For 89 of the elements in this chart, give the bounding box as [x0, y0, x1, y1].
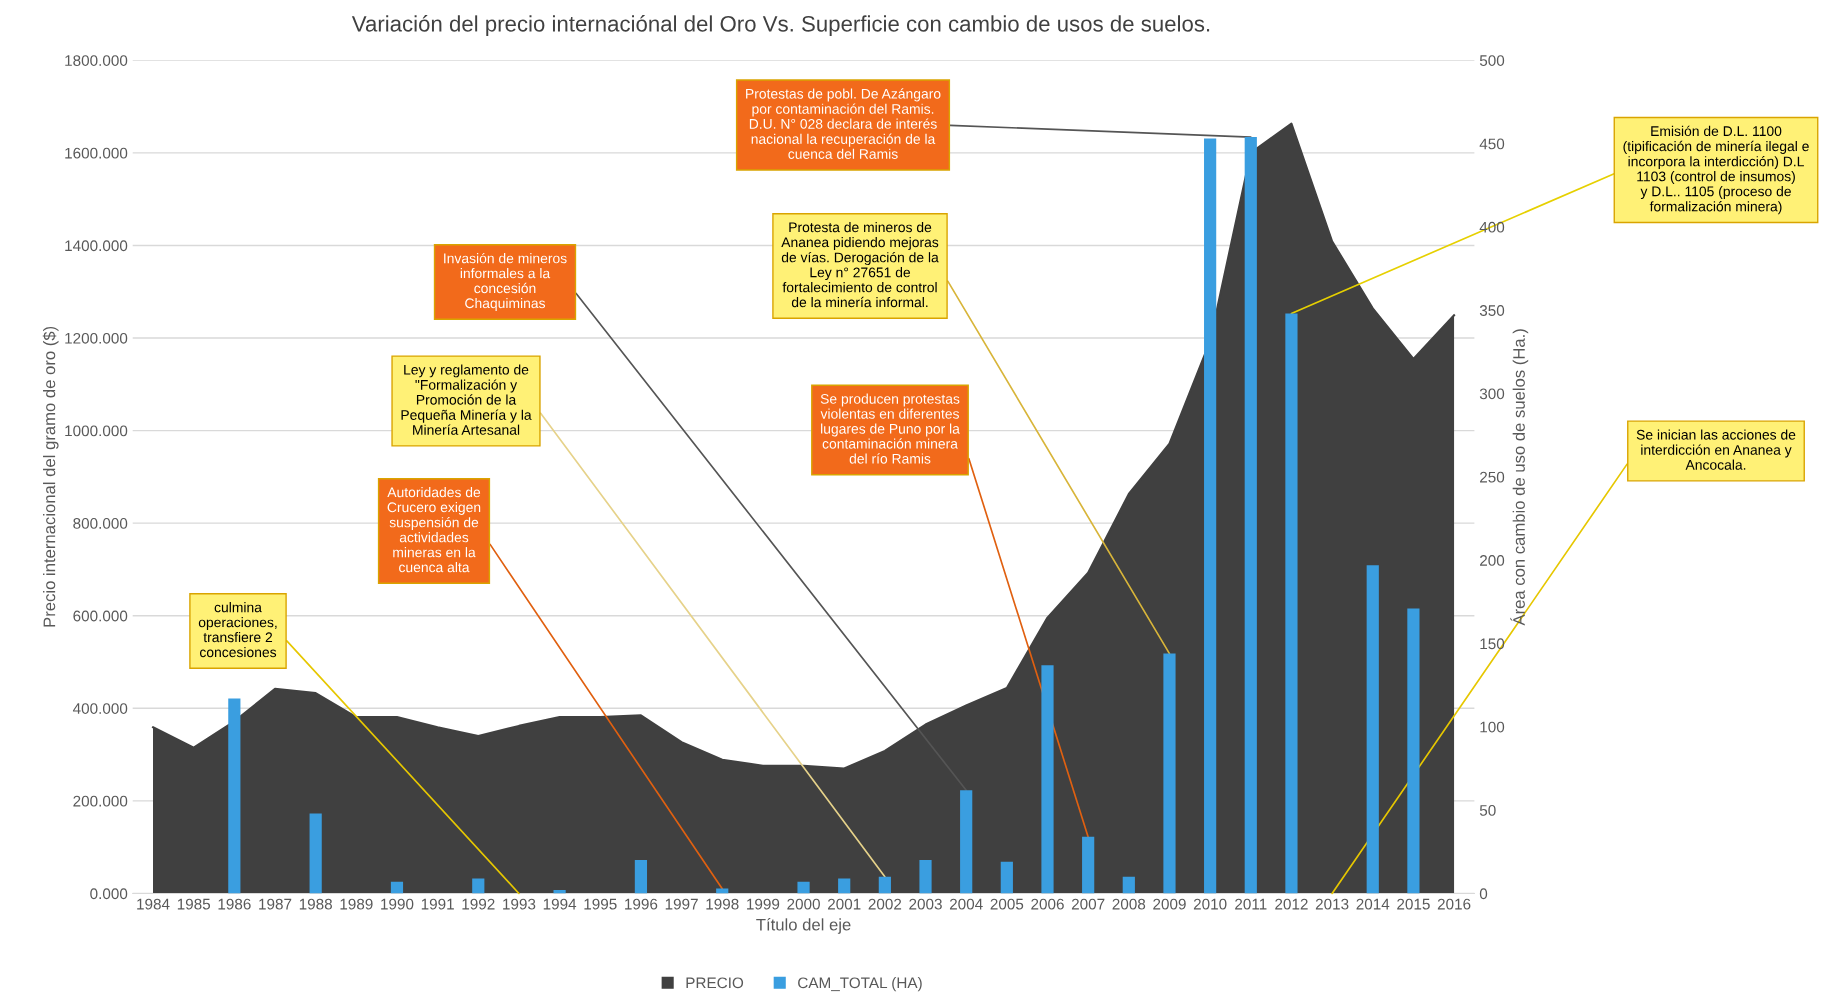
x-tick-label: 1988: [299, 898, 332, 910]
y-tick-label: 400.000: [72, 703, 128, 714]
x-tick-label: 1996: [625, 898, 658, 910]
x-tick-label: 2008: [1112, 898, 1146, 910]
bar: [228, 698, 241, 894]
y-tick-label: 1800.000: [65, 55, 128, 66]
x-tick-label: 2011: [1235, 898, 1267, 910]
bar: [1285, 313, 1298, 894]
x-tick-label: 1985: [177, 898, 211, 910]
y2-tick-label: 100: [1480, 721, 1505, 733]
x-tick-label: 2010: [1193, 898, 1227, 910]
x-tick-label: 1991: [421, 898, 454, 910]
x-tick-label: 1997: [665, 898, 698, 910]
x-tick-label: 2016: [1437, 898, 1471, 910]
y2-tick-label: 0: [1479, 888, 1488, 900]
x-tick-label: 2001: [827, 898, 861, 910]
bar: [1244, 136, 1257, 894]
legend-label: PRECIO: [686, 977, 744, 989]
x-tick-label: 2009: [1153, 898, 1186, 910]
y2-tick-label: 500: [1479, 55, 1505, 66]
x-tick-label: 1987: [259, 898, 292, 910]
annotation: Autoridades de Crucero exigen suspensión de actividades mineras en la cuenca alta: [387, 487, 481, 573]
bar: [716, 888, 729, 894]
bar: [1163, 653, 1176, 894]
annotation: Invasión de mineros informales a la concesión Chaquiminas: [444, 252, 567, 311]
bar: [1082, 836, 1095, 894]
x-axis-title: Título del eje: [756, 918, 851, 934]
x-tick-label: 2002: [868, 898, 902, 910]
y-tick-label: 1000.000: [65, 425, 128, 437]
y-tick-label: 0.000: [90, 888, 128, 900]
y-tick-label: 1200.000: [65, 332, 128, 344]
bar: [390, 881, 404, 894]
x-tick-label: 1998: [706, 898, 739, 910]
chart-title: Variación del precio internaciónal del Oro Vs. Superficie con cambio de usos de suelos.: [351, 15, 1210, 37]
bar: [472, 878, 485, 894]
bar: [1366, 565, 1379, 894]
x-tick-label: 1993: [503, 898, 536, 910]
x-tick-label: 2013: [1315, 898, 1349, 910]
y-tick-label: 800.000: [73, 518, 128, 529]
bar: [1122, 876, 1135, 894]
x-tick-label: 1992: [462, 898, 495, 910]
y-axis-title: Precio internacional del gramo de oro ($): [42, 326, 59, 627]
x-tick-label: 1989: [340, 898, 373, 910]
annotation: Protestas de pobl. De Azángaro por contaminación del Ramis. D.U. N° 028 declara de interés nacional la recuperación de la cuenca del Ramis: [746, 88, 941, 159]
x-tick-label: 2000: [787, 898, 820, 910]
annotation: Protesta de mineros de Ananea pidiendo mejoras de vías. Derogación de la Ley n° 27651 de fortalecimiento de control de la minería informal.: [781, 222, 939, 308]
bar: [797, 881, 810, 894]
y-tick-label: 200.000: [73, 795, 128, 807]
x-tick-label: 2005: [990, 898, 1024, 910]
x-tick-label: 2007: [1071, 898, 1105, 910]
bar: [634, 860, 648, 894]
y2-tick-label: 50: [1479, 805, 1496, 816]
bar: [878, 876, 891, 894]
bar: [1000, 861, 1013, 894]
x-tick-label: 2012: [1275, 898, 1308, 910]
bar: [309, 813, 322, 894]
y2-tick-label: 450: [1479, 138, 1505, 150]
x-tick-label: 1994: [543, 898, 577, 910]
annotation: Ley y reglamento de "Formalización y Promoción de la Pequeña Minería y la Minería Artesanal: [401, 364, 532, 435]
legend-label: CAM_TOTAL (HA): [798, 977, 922, 992]
y2-tick-label: 300: [1479, 388, 1505, 400]
annotation: culmina operaciones, transfiere 2 concesiones: [198, 602, 277, 658]
x-tick-label: 2003: [909, 898, 942, 910]
x-tick-label: 2015: [1397, 898, 1430, 910]
annotation: Se producen protestas violentas en diferentes lugares de Puno por la contaminación minera del río Ramis: [820, 393, 960, 464]
y2-tick-label: 200: [1480, 555, 1505, 566]
bar: [1407, 608, 1420, 894]
x-tick-label: 1984: [137, 898, 170, 910]
y-tick-label: 1400.000: [65, 240, 128, 252]
y2-tick-label: 150: [1480, 638, 1505, 650]
bar: [838, 878, 851, 894]
x-tick-label: 2014: [1356, 898, 1390, 910]
x-tick-label: 1995: [584, 898, 617, 910]
y-tick-label: 600.000: [73, 610, 128, 622]
annotation: Emisión de D.L. 1100 (tipificación de minería ilegal e incorpora la interdicción) D.L 1103 (control de insumos) y D.L.. 1105 (proceso de formalización minera): [1623, 125, 1809, 215]
bar: [1204, 138, 1217, 894]
x-tick-label: 1999: [747, 898, 780, 910]
y-tick-label: 1600.000: [65, 147, 128, 159]
x-tick-label: 1990: [381, 898, 414, 910]
y2-tick-label: 250: [1480, 471, 1505, 483]
bar: [960, 790, 973, 894]
y2-tick-label: 350: [1479, 305, 1505, 316]
x-tick-label: 2004: [949, 898, 983, 910]
bar: [1041, 665, 1054, 894]
x-tick-label: 2006: [1031, 898, 1064, 910]
y2-axis-title: Área con cambio de uso de suelos (Ha.): [1510, 329, 1529, 626]
bar: [919, 860, 932, 894]
x-tick-label: 1986: [218, 898, 251, 910]
annotation: Se inician las acciones de interdicción en Ananea y Ancocala.: [1636, 429, 1796, 470]
